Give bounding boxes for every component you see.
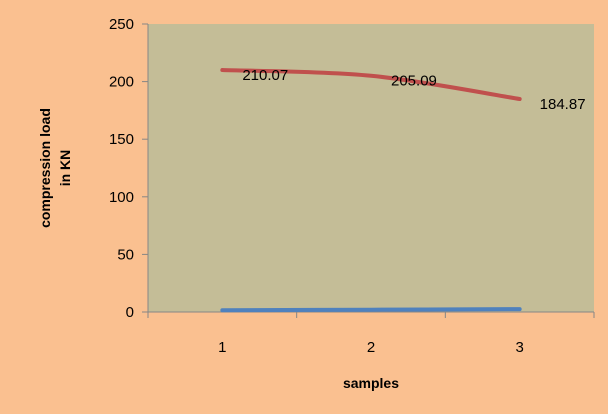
y-tick-label: 100 bbox=[109, 189, 134, 206]
y-tick-label: 0 bbox=[126, 304, 134, 321]
data-label: 184.87 bbox=[540, 96, 586, 113]
y-tick-label: 200 bbox=[109, 74, 134, 91]
series-line-2 bbox=[220, 307, 522, 313]
data-label: 210.07 bbox=[242, 67, 288, 84]
series-layer bbox=[220, 67, 522, 313]
x-tick-label: 2 bbox=[367, 339, 375, 356]
y-tick-label: 150 bbox=[109, 131, 134, 148]
x-tick-label: 1 bbox=[218, 339, 226, 356]
plot-area bbox=[148, 24, 594, 312]
y-axis-title-line: compression load bbox=[37, 108, 53, 228]
y-tick-label: 50 bbox=[117, 246, 134, 263]
data-label: 205.09 bbox=[391, 73, 437, 90]
y-tick-label: 250 bbox=[109, 16, 134, 33]
series-line-1 bbox=[220, 67, 522, 102]
x-axis-ticks: 1 2 3 bbox=[147, 312, 595, 356]
x-axis-title: samples bbox=[343, 375, 399, 391]
y-axis-ticks: 0 50 100 150 200 250 bbox=[109, 16, 148, 321]
x-tick-label: 3 bbox=[515, 339, 523, 356]
y-axis-title: compression load in KN bbox=[37, 108, 73, 228]
data-labels: 210.07 205.09 184.87 bbox=[242, 67, 585, 113]
y-axis-title-line: in KN bbox=[57, 150, 73, 187]
